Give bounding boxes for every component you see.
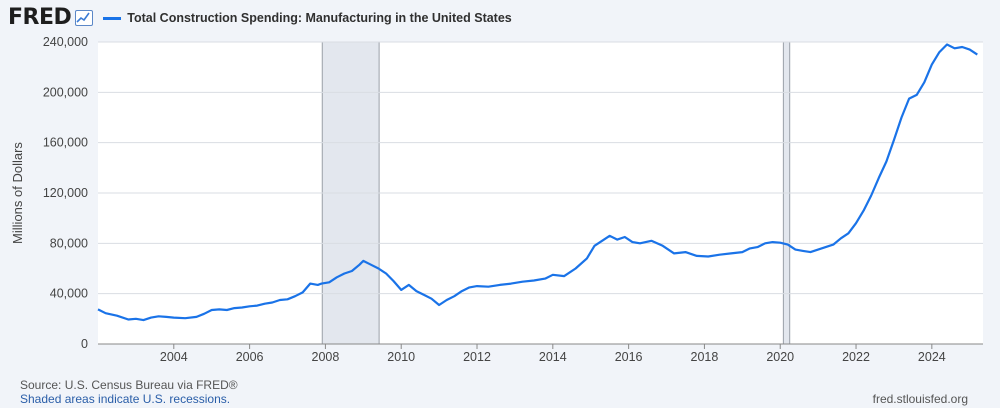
recession-note: Shaded areas indicate U.S. recessions.	[20, 392, 231, 406]
y-axis-label: Millions of Dollars	[10, 142, 25, 244]
x-tick-label: 2006	[236, 350, 264, 364]
x-tick-label: 2022	[842, 350, 870, 364]
fred-url[interactable]: fred.stlouisfed.org	[872, 392, 968, 406]
line-graph-icon	[75, 10, 94, 26]
y-axis: 0 40,000 80,000 120,000 160,000 200,000 240,00…	[43, 35, 88, 351]
legend-swatch	[103, 16, 122, 20]
legend: Total Construction Spending: Manufacturi…	[103, 11, 512, 25]
chart-header: FRED Total Construction Spending: Manufa…	[8, 4, 512, 32]
series-title[interactable]: Total Construction Spending: Manufacturi…	[127, 11, 512, 25]
y-tick-label: 40,000	[50, 287, 88, 301]
x-tick-label: 2004	[160, 350, 188, 364]
x-tick-label: 2016	[615, 350, 643, 364]
y-tick-label: 240,000	[43, 35, 88, 49]
x-tick-label: 2008	[312, 350, 340, 364]
source-text: Source: U.S. Census Bureau via FRED®	[20, 378, 238, 392]
x-tick-label: 2010	[387, 350, 415, 364]
y-tick-label: 160,000	[43, 136, 88, 150]
x-axis: 2004 2006 2008 2010 2012 2014 2016 2018 2020 2022…	[98, 343, 983, 364]
x-tick-label: 2024	[918, 350, 946, 364]
x-tick-label: 2018	[691, 350, 719, 364]
x-tick-label: 2014	[539, 350, 567, 364]
source-block: Source: U.S. Census Bureau via FRED® Sha…	[20, 378, 238, 406]
fred-logo[interactable]: FRED	[8, 5, 72, 30]
y-tick-label: 0	[81, 337, 88, 351]
series-line[interactable]	[97, 43, 978, 322]
y-tick-label: 200,000	[43, 85, 88, 99]
x-tick-label: 2020	[766, 350, 794, 364]
y-tick-label: 120,000	[43, 186, 88, 200]
x-tick-label: 2012	[463, 350, 491, 364]
y-tick-label: 80,000	[50, 236, 88, 250]
